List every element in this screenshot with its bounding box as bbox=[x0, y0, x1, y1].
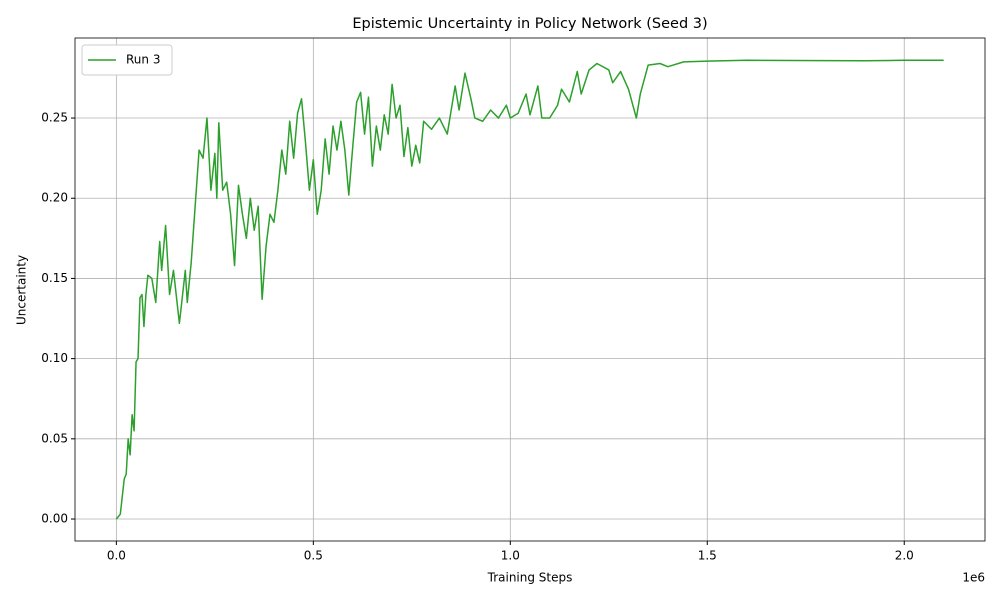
y-tick-label: 0.25 bbox=[41, 111, 68, 125]
x-tick-label: 2.0 bbox=[895, 549, 914, 563]
y-tick-label: 0.20 bbox=[41, 191, 68, 205]
y-tick-label: 0.15 bbox=[41, 271, 68, 285]
x-tick-label: 0.5 bbox=[304, 549, 323, 563]
y-tick-label: 0.05 bbox=[41, 431, 68, 445]
x-offset-label: 1e6 bbox=[962, 571, 985, 585]
x-tick-label: 0.0 bbox=[107, 549, 126, 563]
legend-label: Run 3 bbox=[126, 53, 160, 67]
x-tick-label: 1.0 bbox=[501, 549, 520, 563]
plot-frame bbox=[74, 37, 986, 542]
data-line bbox=[115, 59, 944, 520]
y-tick-label: 0.00 bbox=[41, 512, 68, 526]
x-tick-label: 1.5 bbox=[698, 549, 717, 563]
y-axis-label: Uncertainty bbox=[15, 255, 29, 325]
y-tick-label: 0.10 bbox=[41, 351, 68, 365]
legend-box bbox=[81, 44, 173, 76]
x-axis-label: Training Steps bbox=[487, 571, 573, 585]
chart-title: Epistemic Uncertainty in Policy Network … bbox=[352, 16, 707, 32]
